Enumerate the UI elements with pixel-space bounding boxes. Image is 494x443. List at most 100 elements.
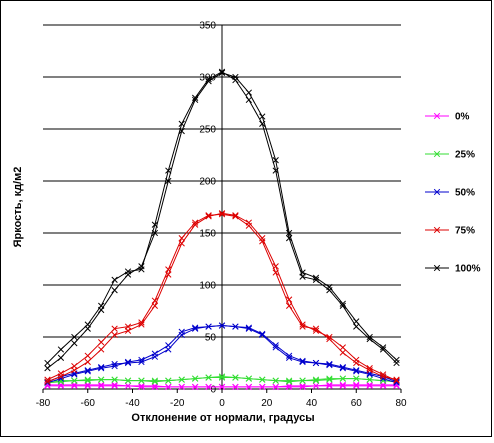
- data-point: [178, 376, 185, 383]
- data-point: [138, 356, 145, 364]
- data-point: [57, 354, 65, 361]
- data-point: [84, 368, 91, 375]
- legend-label: 0%: [455, 112, 470, 123]
- data-point: [98, 306, 105, 314]
- data-point: [353, 318, 360, 325]
- x-tick-label: -60: [81, 398, 96, 409]
- data-point: [326, 382, 333, 390]
- data-point: [272, 383, 279, 391]
- legend-item-75-percent: 75%: [425, 226, 475, 237]
- data-point: [151, 378, 159, 385]
- data-point: [98, 339, 105, 346]
- data-point: [245, 222, 253, 229]
- data-point: [312, 382, 320, 390]
- data-point: [245, 383, 253, 391]
- legend-item-25-percent: 25%: [425, 150, 475, 161]
- data-point: [205, 78, 212, 85]
- data-point: [218, 211, 226, 218]
- data-point: [259, 330, 266, 338]
- data-point: [165, 377, 172, 384]
- data-point: [285, 378, 293, 385]
- data-point: [84, 358, 91, 366]
- y-tick-label: 200: [199, 177, 216, 188]
- x-tick-label: 20: [261, 398, 273, 409]
- data-point: [285, 235, 293, 242]
- data-point: [218, 383, 226, 391]
- data-point: [218, 374, 226, 381]
- data-point: [393, 376, 400, 383]
- data-point: [326, 361, 333, 369]
- y-tick-label: 350: [199, 21, 216, 32]
- data-point: [339, 349, 346, 356]
- data-point: [191, 324, 199, 331]
- data-point: [353, 323, 360, 330]
- data-point: [393, 359, 400, 367]
- data-point: [218, 373, 226, 380]
- data-point: [272, 344, 279, 351]
- data-point: [71, 340, 78, 347]
- data-point: [379, 382, 387, 390]
- data-point: [272, 377, 279, 384]
- x-tick-label: -80: [36, 398, 51, 409]
- data-point: [285, 383, 293, 391]
- data-point: [326, 283, 333, 291]
- data-point: [326, 335, 333, 343]
- data-point: [178, 240, 185, 247]
- series-100-percent: [44, 68, 400, 372]
- data-point: [124, 358, 132, 366]
- data-point: [379, 371, 387, 378]
- data-point: [191, 383, 199, 391]
- data-point: [366, 382, 373, 390]
- data-point: [124, 377, 132, 384]
- data-point: [339, 381, 346, 388]
- data-point: [312, 359, 320, 367]
- data-point: [84, 376, 91, 383]
- data-point: [178, 383, 185, 391]
- data-point: [259, 383, 266, 391]
- data-point: [205, 383, 212, 391]
- data-point: [379, 373, 387, 380]
- data-point: [393, 377, 400, 384]
- data-point: [366, 367, 373, 374]
- legend-marker: [433, 226, 441, 234]
- data-point: [326, 375, 333, 382]
- data-point: [393, 356, 400, 364]
- data-point: [232, 76, 239, 84]
- data-point: [111, 376, 118, 383]
- series-0-percent: [44, 381, 400, 391]
- data-point: [218, 69, 226, 76]
- legend-item-0-percent: 0%: [425, 112, 470, 123]
- data-point: [339, 365, 346, 372]
- data-point: [71, 382, 78, 390]
- data-point: [111, 362, 118, 370]
- data-point: [353, 382, 360, 390]
- x-axis-label: Отклонение от нормали, градусы: [131, 412, 314, 424]
- legend-marker: [433, 188, 441, 196]
- data-point: [191, 325, 199, 332]
- data-point: [312, 376, 320, 383]
- data-point: [151, 377, 159, 384]
- data-point: [111, 382, 118, 390]
- x-tick-labels: -80 -60 -40 -20 0 20 40 60 80: [36, 398, 407, 409]
- data-point: [165, 383, 172, 391]
- x-tick-label: -40: [125, 398, 140, 409]
- data-point: [312, 325, 320, 332]
- x-tick-label: -20: [170, 398, 185, 409]
- data-point: [124, 382, 132, 390]
- data-point: [111, 325, 118, 332]
- legend-label: 75%: [455, 226, 475, 237]
- data-point: [57, 346, 65, 353]
- data-point: [285, 296, 293, 303]
- data-point: [245, 96, 253, 104]
- data-point: [353, 375, 360, 382]
- data-point: [191, 219, 199, 226]
- data-point: [205, 75, 212, 83]
- data-point: [245, 325, 253, 332]
- data-point: [98, 346, 105, 353]
- data-point: [299, 377, 306, 384]
- data-point: [312, 327, 320, 334]
- data-point: [245, 219, 253, 226]
- y-axis-label: Яркость, кд/м2: [12, 167, 24, 248]
- data-point: [191, 375, 199, 382]
- y-tick-label: 150: [199, 229, 216, 240]
